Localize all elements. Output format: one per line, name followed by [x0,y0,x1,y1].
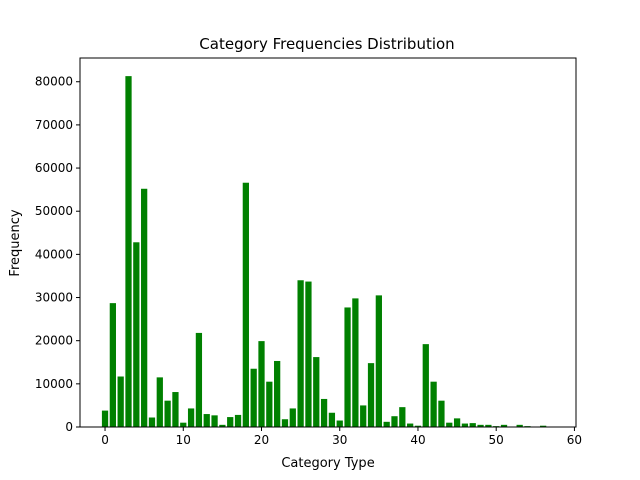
x-axis-ticks: 0 10 20 30 40 50 60 [101,427,582,447]
bar-0 [101,410,109,427]
bar-5 [141,188,148,427]
bar-6 [148,417,156,427]
bar-46 [461,423,469,427]
bar-45 [453,418,461,427]
bar-13 [203,414,210,427]
y-tick-label: 50000 [35,204,73,218]
bar-16 [227,417,234,427]
y-tick-label: 20000 [35,334,73,348]
bar-20 [258,341,265,427]
y-tick-label: 40000 [35,247,73,261]
y-tick-label: 0 [65,420,73,434]
bar-19 [250,368,257,427]
chart-title: Category Frequencies Distribution [199,35,454,53]
bar-48 [477,424,484,427]
y-axis-ticks: 0 10000 20000 30000 40000 50000 60000 70000 8000… [35,75,80,434]
y-tick-label: 80000 [35,75,73,89]
x-tick-label: 30 [332,433,347,447]
bar-18 [242,182,249,427]
bar-24 [289,408,296,427]
bar-30 [336,420,343,427]
bar-3 [125,76,132,427]
bar-49 [485,424,492,427]
bar-32 [352,298,359,427]
bar-9 [172,392,179,427]
bar-15 [219,424,226,427]
bar-1 [109,303,116,427]
bar-47 [469,423,476,427]
bar-21 [266,381,273,427]
bar-17 [234,414,242,427]
bar-4 [133,242,140,427]
x-axis-label: Category Type [281,456,374,471]
x-tick-label: 40 [410,433,425,447]
bar-23 [281,419,289,427]
x-tick-label: 60 [567,433,582,447]
bar-44 [446,422,453,427]
bar-35 [375,295,382,427]
y-tick-label: 70000 [35,118,73,132]
x-tick-label: 10 [176,433,191,447]
bar-33 [360,405,367,427]
bar-51 [500,424,508,427]
bar-29 [328,412,336,427]
bar-25 [297,280,304,427]
bar-31 [344,307,351,427]
bar-37 [391,416,398,427]
y-axis-label: Frequency [8,209,23,276]
bar-10 [180,422,187,427]
x-tick-label: 0 [101,433,109,447]
bar-36 [383,421,390,427]
bar-40 [414,425,422,427]
bar-8 [164,400,171,427]
y-tick-label: 30000 [35,291,73,305]
x-tick-label: 20 [254,433,269,447]
bars-group [101,76,547,427]
bar-12 [195,332,203,427]
bar-41 [422,344,429,427]
bar-22 [274,360,281,427]
bar-39 [407,423,414,427]
plot-frame [79,57,577,428]
bar-56 [540,425,547,427]
bar-7 [156,377,163,427]
bar-53 [516,424,523,427]
bar-34 [367,363,375,427]
bar-14 [211,415,218,427]
bar-43 [438,400,445,427]
bar-27 [313,357,320,427]
bar-26 [305,281,312,427]
bar-38 [399,407,406,427]
y-tick-label: 10000 [35,377,73,391]
bar-2 [117,376,124,427]
y-tick-label: 60000 [35,161,73,175]
bar-42 [430,381,437,427]
bar-28 [320,398,328,427]
bar-11 [187,408,195,427]
x-tick-label: 50 [489,433,504,447]
